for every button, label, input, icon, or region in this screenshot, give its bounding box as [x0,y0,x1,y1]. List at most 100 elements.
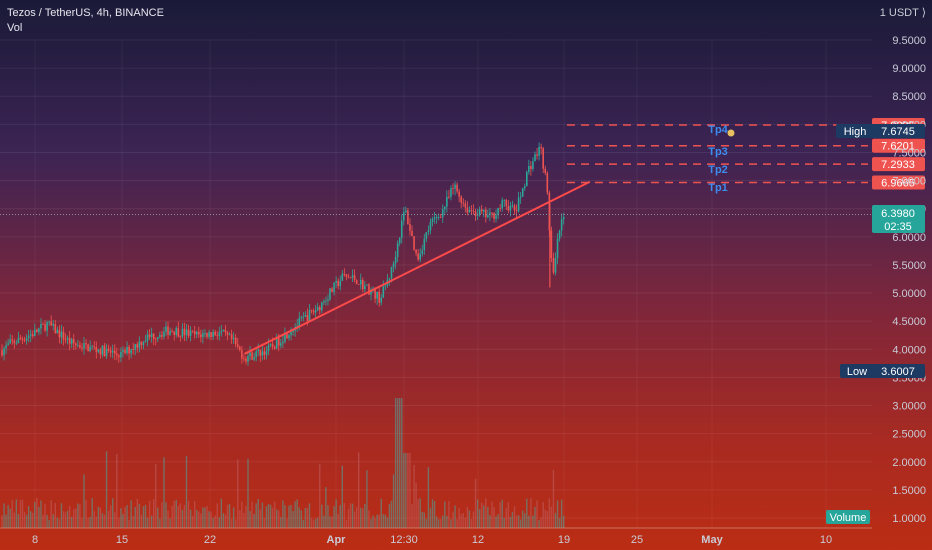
candle-body [118,355,120,358]
candle-body [288,335,290,339]
target-name-label: Tp3 [708,146,728,158]
volume-bar [511,512,514,528]
volume-bar [194,501,196,528]
price-tick-label: 6.0000 [892,232,926,244]
volume-bar [247,458,249,528]
volume-bar [155,463,157,528]
candle-body [282,341,284,344]
candle-body [247,356,249,362]
candle-body [70,339,73,344]
candle-body [208,332,210,337]
time-tick-label: 15 [116,534,128,546]
candles [1,142,565,366]
candle-body [36,329,38,333]
volume-bar [317,517,319,528]
candle-body [75,343,77,346]
candle-body [515,210,518,212]
candle-body [116,353,118,356]
candle-body [446,196,448,207]
volume-bar [364,504,366,528]
volume-bar [366,470,368,528]
price-tick-label: 1.5000 [892,485,926,497]
time-tick-label: 8 [32,534,38,546]
candle-body [497,207,499,216]
volume-bar [134,506,136,528]
candle-body [380,297,383,303]
volume-bar [411,503,413,528]
volume-bar [540,517,542,528]
volume-bar [314,518,317,528]
volume-bar [550,506,553,528]
trendline[interactable] [244,180,591,355]
volume-bar [370,519,372,528]
volume-bar [310,518,313,528]
price-unit-label[interactable]: 1 USDT ⟩ [880,7,926,19]
candle-body [216,335,219,337]
candle-body [81,347,83,349]
volume-bar [153,498,155,528]
volume-bar [177,505,179,528]
volume-bar [130,500,132,528]
volume-bar [497,514,499,528]
volume-bar [558,518,561,528]
volume-bar [15,499,18,528]
candle-body [556,238,559,258]
candle-body [312,310,315,313]
candle-body [546,173,549,193]
candle-body [292,330,294,333]
volume-bar [191,515,194,528]
volume-bar [444,501,446,528]
low-marker: Low 3.6007 [840,364,925,378]
time-axis: 8 15 22 Apr 12:30 12 19 25 May 10 [32,534,832,546]
volume-bar [116,454,118,528]
volume-bar [253,514,255,528]
volume-bar [38,506,40,528]
candle-body [511,205,514,207]
volume-bar [40,500,42,528]
candle-body [362,279,364,290]
candle-body [306,315,309,321]
volume-bar [378,514,380,528]
price-tick-label: 8.5000 [892,91,926,103]
candle-body [228,334,231,336]
candle-body [417,253,419,260]
volume-bar [481,502,483,528]
volume-bar [276,509,278,528]
candle-body [423,238,426,251]
volume-bar [534,506,536,528]
candle-body [517,197,520,212]
volume-bar [23,511,26,528]
volume-bar [282,500,284,528]
time-tick-label: 12:30 [390,534,418,546]
candle-body [534,154,536,162]
candle-body [89,346,91,352]
candle-body [19,337,22,339]
candle-body [54,323,57,334]
volume-bar [372,515,374,528]
candle-body [21,338,24,340]
volume-bar [456,519,458,528]
candle-body [437,217,440,218]
volume-bar [333,506,335,528]
volume-bar [83,474,85,528]
candle-body [310,310,313,311]
volume-bar [222,513,225,528]
candle-body [198,331,200,335]
volume-bar [7,504,9,528]
volume-bar [509,516,512,528]
volume-bar [185,455,188,528]
volume-bar [454,505,456,528]
candle-body [128,346,130,354]
candle-body [433,217,436,219]
volume-bar [105,451,108,528]
candle-body [470,210,473,211]
candle-body [189,330,192,336]
target-name-label: Tp4 [708,124,728,136]
candle-body [460,196,462,203]
volume-bar [388,503,391,528]
countdown-timer: 02:35 [884,221,912,233]
candle-body [390,267,393,279]
volume-bar [390,500,393,528]
candle-body [495,215,497,219]
